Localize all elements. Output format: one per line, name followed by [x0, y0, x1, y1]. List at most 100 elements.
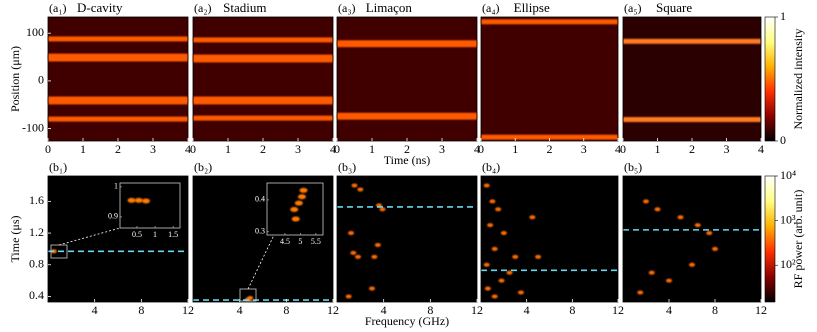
- x-tick-label: 8: [712, 303, 718, 317]
- panel-frame: [480, 175, 619, 303]
- zoom-arrow: [58, 227, 121, 246]
- intensity-band: [193, 96, 333, 102]
- panel-title: Square: [656, 0, 692, 15]
- intensity-band: [623, 117, 761, 123]
- rf-feature: [348, 231, 354, 236]
- inset-x-tick-label: 1: [153, 230, 157, 239]
- panel-frame: [192, 175, 334, 303]
- x-tick-label: 2: [547, 142, 553, 156]
- panel-title: Stadium: [223, 0, 266, 15]
- rf-feature: [694, 223, 701, 228]
- intensity-band: [193, 99, 333, 105]
- panel-frame: [622, 175, 762, 303]
- panel-label: (a₃): [338, 1, 356, 15]
- inset-y-tick-label: 1: [114, 182, 118, 191]
- rf-feature: [500, 231, 507, 236]
- x-tick-label: 4: [758, 142, 764, 156]
- y-tick-label: 1.6: [29, 193, 44, 207]
- x-tick-label: 4: [615, 142, 621, 156]
- rf-feature: [489, 199, 496, 204]
- colorbar-tick-label: 0: [780, 133, 786, 147]
- rf-feature: [643, 199, 649, 204]
- x-tick-label: 1: [369, 142, 375, 156]
- y-tick-label: 0.8: [29, 257, 44, 271]
- x-tick-label: 1: [80, 142, 86, 156]
- intensity-band: [48, 99, 188, 105]
- panel-label: (a₂): [194, 1, 212, 15]
- y-axis-label: Position (μm): [8, 46, 22, 112]
- panel-frame: [47, 175, 189, 303]
- panel-label: (b₁): [49, 160, 67, 174]
- colorbar-label: Normalized intensity: [791, 29, 805, 130]
- y-tick-label: 100: [26, 25, 44, 39]
- heatmap-background: [337, 17, 477, 141]
- x-tick-label: 3: [439, 142, 445, 156]
- x-tick-label: 12: [182, 303, 194, 317]
- rf-feature: [351, 183, 358, 188]
- inset-x-tick-label: 1.5: [168, 230, 178, 239]
- rf-feature: [666, 278, 672, 283]
- x-tick-label: 4: [474, 142, 480, 156]
- x-tick-label: 1: [655, 142, 661, 156]
- inset-x-tick-label: 5: [298, 237, 302, 246]
- panel-label: (b₂): [194, 160, 212, 174]
- rf-feature: [379, 207, 386, 212]
- x-tick-label: 3: [724, 142, 730, 156]
- rf-feature: [484, 286, 491, 291]
- rf-feature: [483, 183, 490, 188]
- x-tick-label: 3: [150, 142, 156, 156]
- inset-feature: [294, 200, 303, 206]
- rf-feature: [535, 254, 542, 259]
- x-tick-label: 0: [620, 142, 626, 156]
- rf-feature: [491, 294, 498, 299]
- inset-x-tick-label: 4.5: [280, 237, 290, 246]
- x-tick-label: 12: [471, 303, 483, 317]
- y-tick-label: 0: [38, 73, 44, 87]
- intensity-band: [337, 114, 477, 120]
- x-tick-label: 3: [295, 142, 301, 156]
- y-tick-label: 0.4: [29, 288, 44, 302]
- inset-x-tick-label: 0.5: [132, 230, 142, 239]
- colorbar-tick-label: 10²: [780, 257, 796, 271]
- heatmap-background: [48, 17, 188, 141]
- rf-feature: [374, 242, 381, 247]
- inset-y-tick-label: 0.3: [255, 227, 265, 236]
- x-tick-label: 0: [190, 142, 196, 156]
- rf-feature: [369, 286, 375, 291]
- panel-label: (a₅): [624, 1, 642, 15]
- y-tick-label: 1.2: [29, 225, 44, 239]
- colorbar: [764, 175, 776, 303]
- inset-x-tick-label: 5.5: [311, 237, 321, 246]
- inset-feature: [297, 194, 306, 200]
- x-tick-label: 12: [755, 303, 767, 317]
- panel-label: (b₄): [482, 160, 500, 174]
- x-tick-label: 1: [225, 142, 231, 156]
- rf-feature: [529, 215, 536, 220]
- intensity-band: [623, 38, 761, 44]
- rf-feature: [350, 250, 357, 255]
- intensity-band: [48, 56, 188, 62]
- intensity-band: [193, 57, 333, 63]
- intensity-band: [193, 54, 333, 60]
- y-tick-label: -100: [22, 120, 44, 134]
- intensity-band: [193, 115, 333, 121]
- intensity-band: [48, 53, 188, 59]
- rf-feature: [495, 207, 502, 212]
- panel-label: (a₄): [482, 1, 500, 15]
- rf-feature: [706, 231, 713, 236]
- inset-feature: [134, 197, 143, 203]
- inset-feature: [290, 206, 299, 212]
- inset-frame: [119, 182, 181, 229]
- heatmap-background: [193, 17, 333, 141]
- panel-label: (b₅): [624, 160, 642, 174]
- rf-feature: [512, 254, 519, 259]
- x-tick-label: 12: [612, 303, 624, 317]
- inset-feature: [142, 198, 151, 204]
- rf-feature: [648, 270, 655, 275]
- x-tick-label: 4: [666, 303, 672, 317]
- intensity-band: [337, 42, 477, 48]
- rf-feature: [677, 215, 684, 220]
- rf-feature: [517, 290, 524, 295]
- rf-feature: [357, 187, 364, 192]
